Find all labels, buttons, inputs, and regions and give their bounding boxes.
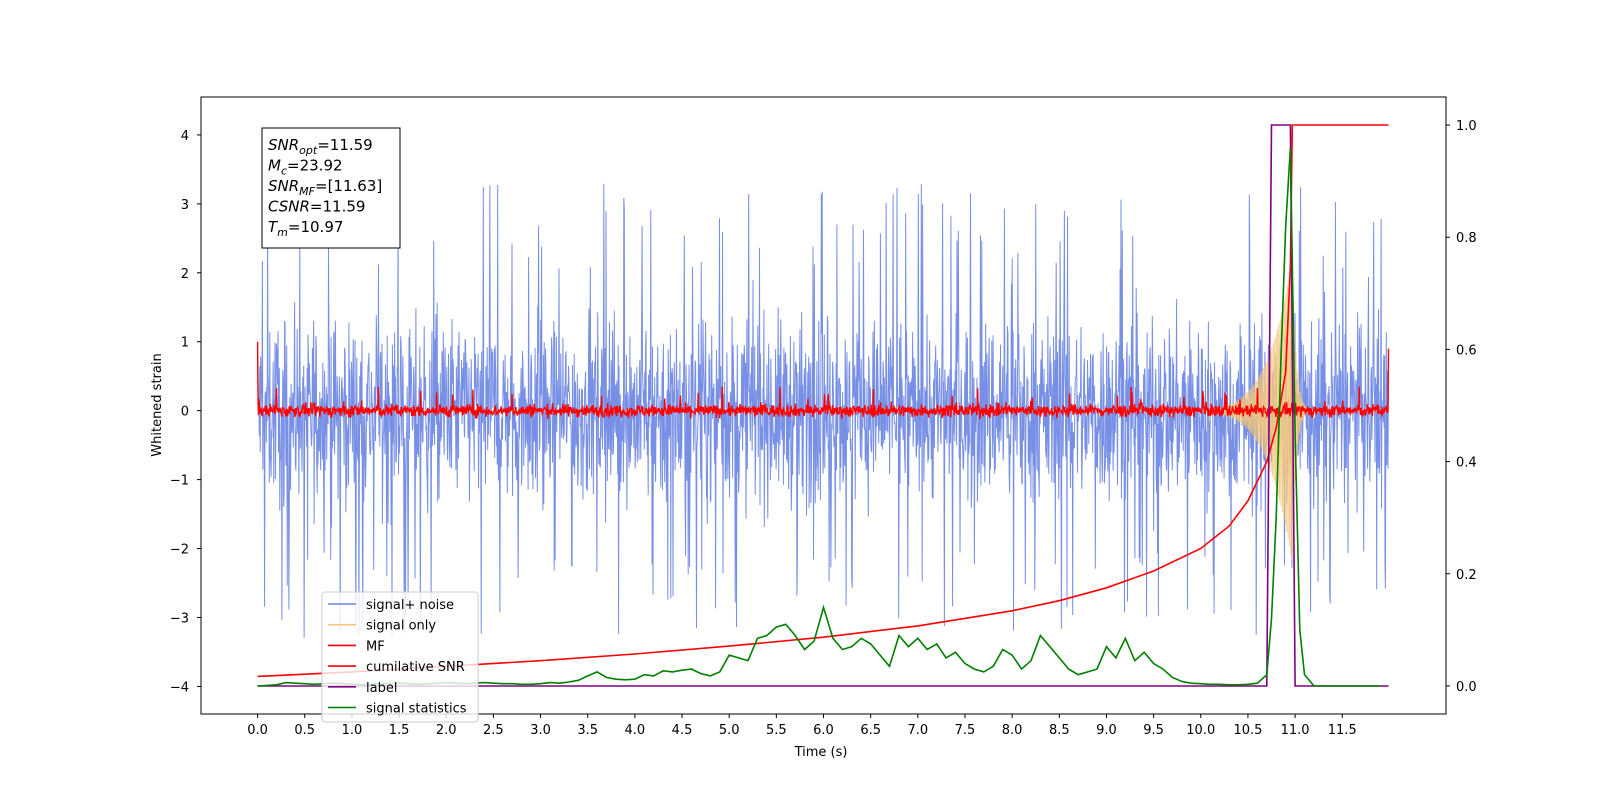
y-axis-left: −4 −3 −2 −1 0 1 2 3 4 <box>170 129 201 695</box>
x-tick-label: 11.5 <box>1328 723 1357 738</box>
y-right-tick-label: 0.4 <box>1456 456 1477 471</box>
annotation-line: SNRopt=11.59 <box>268 136 373 157</box>
x-tick-label: 10.5 <box>1233 723 1262 738</box>
annotation-line: Tm=10.97 <box>268 218 343 239</box>
x-tick-label: 3.5 <box>577 723 598 738</box>
legend-label-label: label <box>366 681 397 696</box>
x-tick-label: 7.5 <box>955 723 976 738</box>
x-tick-label: 7.0 <box>907 723 928 738</box>
x-tick-label: 8.0 <box>1002 723 1023 738</box>
y-right-tick-label: 0.2 <box>1456 568 1477 583</box>
x-tick-label: 6.5 <box>860 723 881 738</box>
x-tick-label: 4.0 <box>625 723 646 738</box>
y-left-tick-label: 4 <box>181 129 189 144</box>
x-tick-label: 5.5 <box>766 723 787 738</box>
x-tick-label: 5.0 <box>719 723 740 738</box>
y-left-tick-label: −3 <box>170 611 189 626</box>
x-tick-label: 1.5 <box>389 723 410 738</box>
annotation-line: SNRMF=[11.63] <box>268 177 382 198</box>
x-tick-label: 9.0 <box>1096 723 1117 738</box>
series-signal-noise-line <box>257 183 1389 639</box>
x-axis-title: Time (s) <box>794 745 848 760</box>
y-right-tick-label: 1.0 <box>1456 119 1477 134</box>
y-left-tick-label: −2 <box>170 543 189 558</box>
y-right-tick-label: 0.6 <box>1456 343 1477 358</box>
y-left-tick-label: −4 <box>170 680 189 695</box>
x-tick-label: 2.5 <box>483 723 504 738</box>
series-cumilative-snr-line <box>257 124 1389 678</box>
annotation-box: SNRopt=11.59Mc=23.92SNRMF=[11.63]CSNR=11… <box>261 127 401 249</box>
x-tick-label: 0.5 <box>294 723 315 738</box>
annotation-line: CSNR=11.59 <box>268 198 365 216</box>
legend-label-signal-statistics: signal statistics <box>366 702 467 717</box>
legend-frame <box>321 591 479 723</box>
x-tick-label: 4.5 <box>672 723 693 738</box>
x-tick-label: 11.0 <box>1281 723 1310 738</box>
y-axis-right: 0.0 0.2 0.4 0.6 0.8 1.0 <box>1446 119 1477 695</box>
series-layer <box>256 124 1390 687</box>
x-tick-label: 9.5 <box>1143 723 1164 738</box>
y-left-tick-label: 2 <box>181 267 189 282</box>
series-label-line <box>257 124 1389 687</box>
x-axis: 0.0 0.5 1.0 1.5 2.0 2.5 3.0 3.5 4.0 4.5 5.0 5.5 6.0 6… <box>247 714 1357 738</box>
x-tick-label: 0.0 <box>247 723 268 738</box>
y-left-tick-label: 3 <box>181 198 189 213</box>
y-right-tick-label: 0.8 <box>1456 231 1477 246</box>
x-tick-label: 8.5 <box>1049 723 1070 738</box>
y-right-tick-label: 0.0 <box>1456 680 1477 695</box>
y-left-tick-label: −1 <box>170 474 189 489</box>
x-tick-label: 6.0 <box>813 723 834 738</box>
y-left-tick-label: 1 <box>181 336 189 351</box>
y-axis-title: Whitened strain <box>150 353 165 456</box>
annotation-box-frame <box>261 127 401 249</box>
y-left-tick-label: 0 <box>181 405 189 420</box>
x-tick-label: 10.0 <box>1186 723 1215 738</box>
x-tick-label: 1.0 <box>342 723 363 738</box>
legend-label-mf: MF <box>366 639 385 654</box>
x-tick-label: 2.0 <box>436 723 457 738</box>
x-tick-label: 3.0 <box>530 723 551 738</box>
legend-label-signal-noise: signal+ noise <box>366 598 454 613</box>
series-mf-line <box>256 341 1390 420</box>
legend-label-signal-only: signal only <box>366 619 436 634</box>
legend-label-cumilative-snr: cumilative SNR <box>366 660 465 675</box>
annotation-line: Mc=23.92 <box>268 157 343 178</box>
legend: signal+ noise signal only MF cumilative SNR… <box>321 591 479 723</box>
